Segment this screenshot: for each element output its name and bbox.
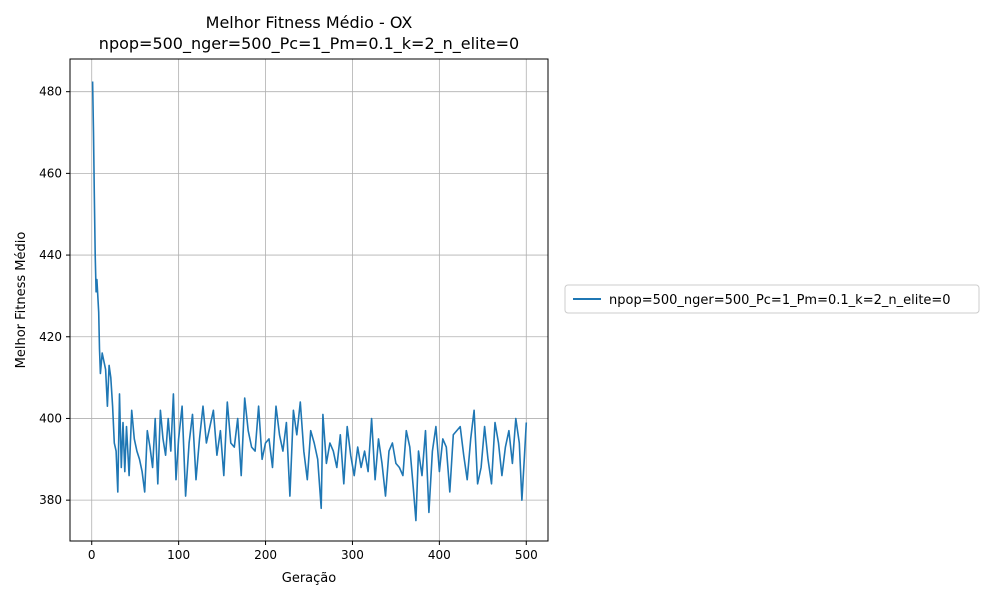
y-axis-ticks: 380 400 420 440 460 480 — [39, 85, 70, 507]
x-axis-ticks: 0 100 200 300 400 500 — [88, 541, 538, 562]
y-tick-label: 460 — [39, 166, 62, 180]
x-tick-label: 500 — [515, 548, 538, 562]
y-axis-label: Melhor Fitness Médio — [14, 232, 29, 369]
x-tick-label: 300 — [341, 548, 364, 562]
series-layer — [91, 81, 528, 522]
legend-entry-label: npop=500_nger=500_Pc=1_Pm=0.1_k=2_n_elit… — [609, 293, 951, 308]
series-line-0 — [91, 81, 528, 522]
plot-frame — [69, 58, 549, 542]
y-tick-label: 440 — [39, 248, 62, 262]
legend-box — [564, 284, 980, 314]
y-tick-label: 420 — [39, 330, 62, 344]
chart-subtitle: npop=500_nger=500_Pc=1_Pm=0.1_k=2_n_elit… — [99, 34, 519, 54]
x-axis-label: Geração — [282, 571, 336, 586]
x-tick-label: 0 — [88, 548, 96, 562]
y-tick-label: 400 — [39, 411, 62, 425]
x-tick-label: 100 — [167, 548, 190, 562]
y-tick-label: 380 — [39, 493, 62, 507]
x-tick-label: 400 — [428, 548, 451, 562]
x-tick-label: 200 — [254, 548, 277, 562]
legend: npop=500_nger=500_Pc=1_Pm=0.1_k=2_n_elit… — [564, 284, 980, 314]
grid-lines — [70, 59, 548, 541]
chart-title: Melhor Fitness Médio - OX — [206, 13, 413, 32]
y-tick-label: 480 — [39, 85, 62, 99]
